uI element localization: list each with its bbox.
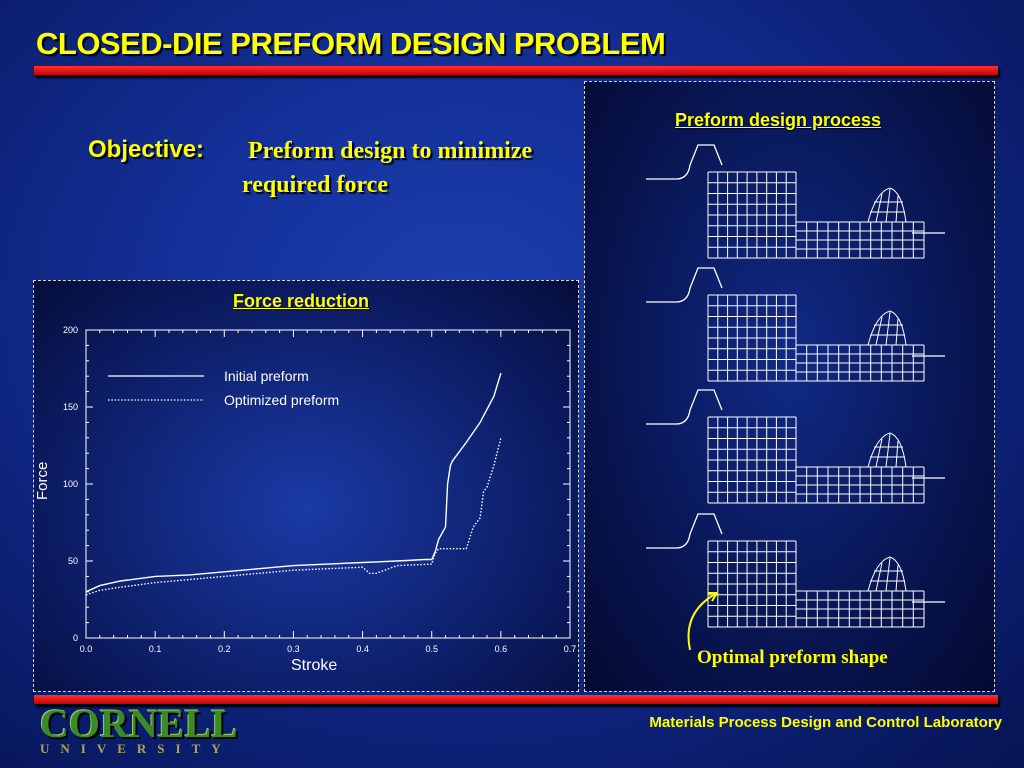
upper-die-profile — [646, 267, 723, 303]
objective-label: Objective: — [88, 136, 205, 163]
x-tick-label: 0.7 — [564, 644, 577, 654]
preform-stage-2 — [646, 267, 945, 382]
preform-block-mesh — [707, 294, 797, 382]
boss-mesh — [867, 556, 907, 592]
objective-text: Preform design to minimize required forc… — [242, 138, 533, 198]
preform-process-title: Preform design process — [675, 110, 882, 130]
x-axis-label: Stroke — [291, 657, 338, 674]
chart-series — [85, 372, 502, 596]
optimal-preform-caption: Optimal preform shape — [697, 647, 888, 668]
chart-legend: Initial preform Optimized preform — [108, 368, 339, 408]
arrow-line — [687, 592, 718, 651]
upper-die-profile — [646, 144, 723, 180]
flash-region-mesh — [795, 344, 925, 382]
preform-stage-1 — [646, 144, 945, 259]
chart-ticks: 0.0 0.1 0.2 0.3 0.4 0.5 0.6 0.7 0 50 100 150 200 — [63, 325, 576, 654]
x-tick-label: 0.3 — [287, 644, 300, 654]
top-divider-bar — [34, 66, 998, 75]
arrow-head — [708, 592, 718, 602]
flash-region-mesh — [795, 590, 925, 628]
force-reduction-title: Force reduction — [233, 291, 370, 311]
y-tick-label: 150 — [63, 402, 78, 412]
upper-die-profile — [646, 513, 723, 549]
boss-mesh — [867, 310, 907, 346]
x-tick-label: 0.6 — [495, 644, 508, 654]
preform-stage-3 — [646, 389, 945, 504]
preform-stage-4 — [646, 513, 945, 628]
x-tick-label: 0.1 — [149, 644, 162, 654]
x-tick-label: 0.5 — [425, 644, 438, 654]
bottom-divider-bar — [34, 695, 998, 704]
upper-die-profile — [646, 389, 723, 425]
logo-main: CORNELL — [40, 701, 238, 746]
legend-label: Initial preform — [224, 368, 309, 384]
lab-name: Materials Process Design and Control Lab… — [649, 714, 1002, 731]
y-tick-label: 0 — [73, 633, 78, 643]
y-tick-label: 50 — [68, 556, 78, 566]
preform-block-mesh — [707, 171, 797, 259]
y-tick-label: 200 — [63, 325, 78, 335]
series-line-optimized-preform — [85, 437, 502, 596]
legend-label: Optimized preform — [224, 392, 339, 408]
cornell-logo: CORNELL UNIVERSITY — [40, 704, 238, 757]
boss-mesh — [867, 187, 907, 223]
series-line-initial-preform — [85, 372, 502, 593]
slide-title: CLOSED-DIE PREFORM DESIGN PROBLEM — [36, 26, 666, 61]
x-tick-label: 0.4 — [356, 644, 369, 654]
force-reduction-panel — [33, 280, 579, 692]
preform-block-mesh — [707, 540, 797, 628]
y-tick-label: 100 — [63, 479, 78, 489]
x-tick-label: 0.2 — [218, 644, 231, 654]
logo-sub: UNIVERSITY — [40, 741, 232, 756]
flash-region-mesh — [795, 221, 925, 259]
x-tick-label: 0.0 — [80, 644, 93, 654]
preform-block-mesh — [707, 416, 797, 504]
flash-region-mesh — [795, 466, 925, 504]
boss-mesh — [867, 432, 907, 468]
